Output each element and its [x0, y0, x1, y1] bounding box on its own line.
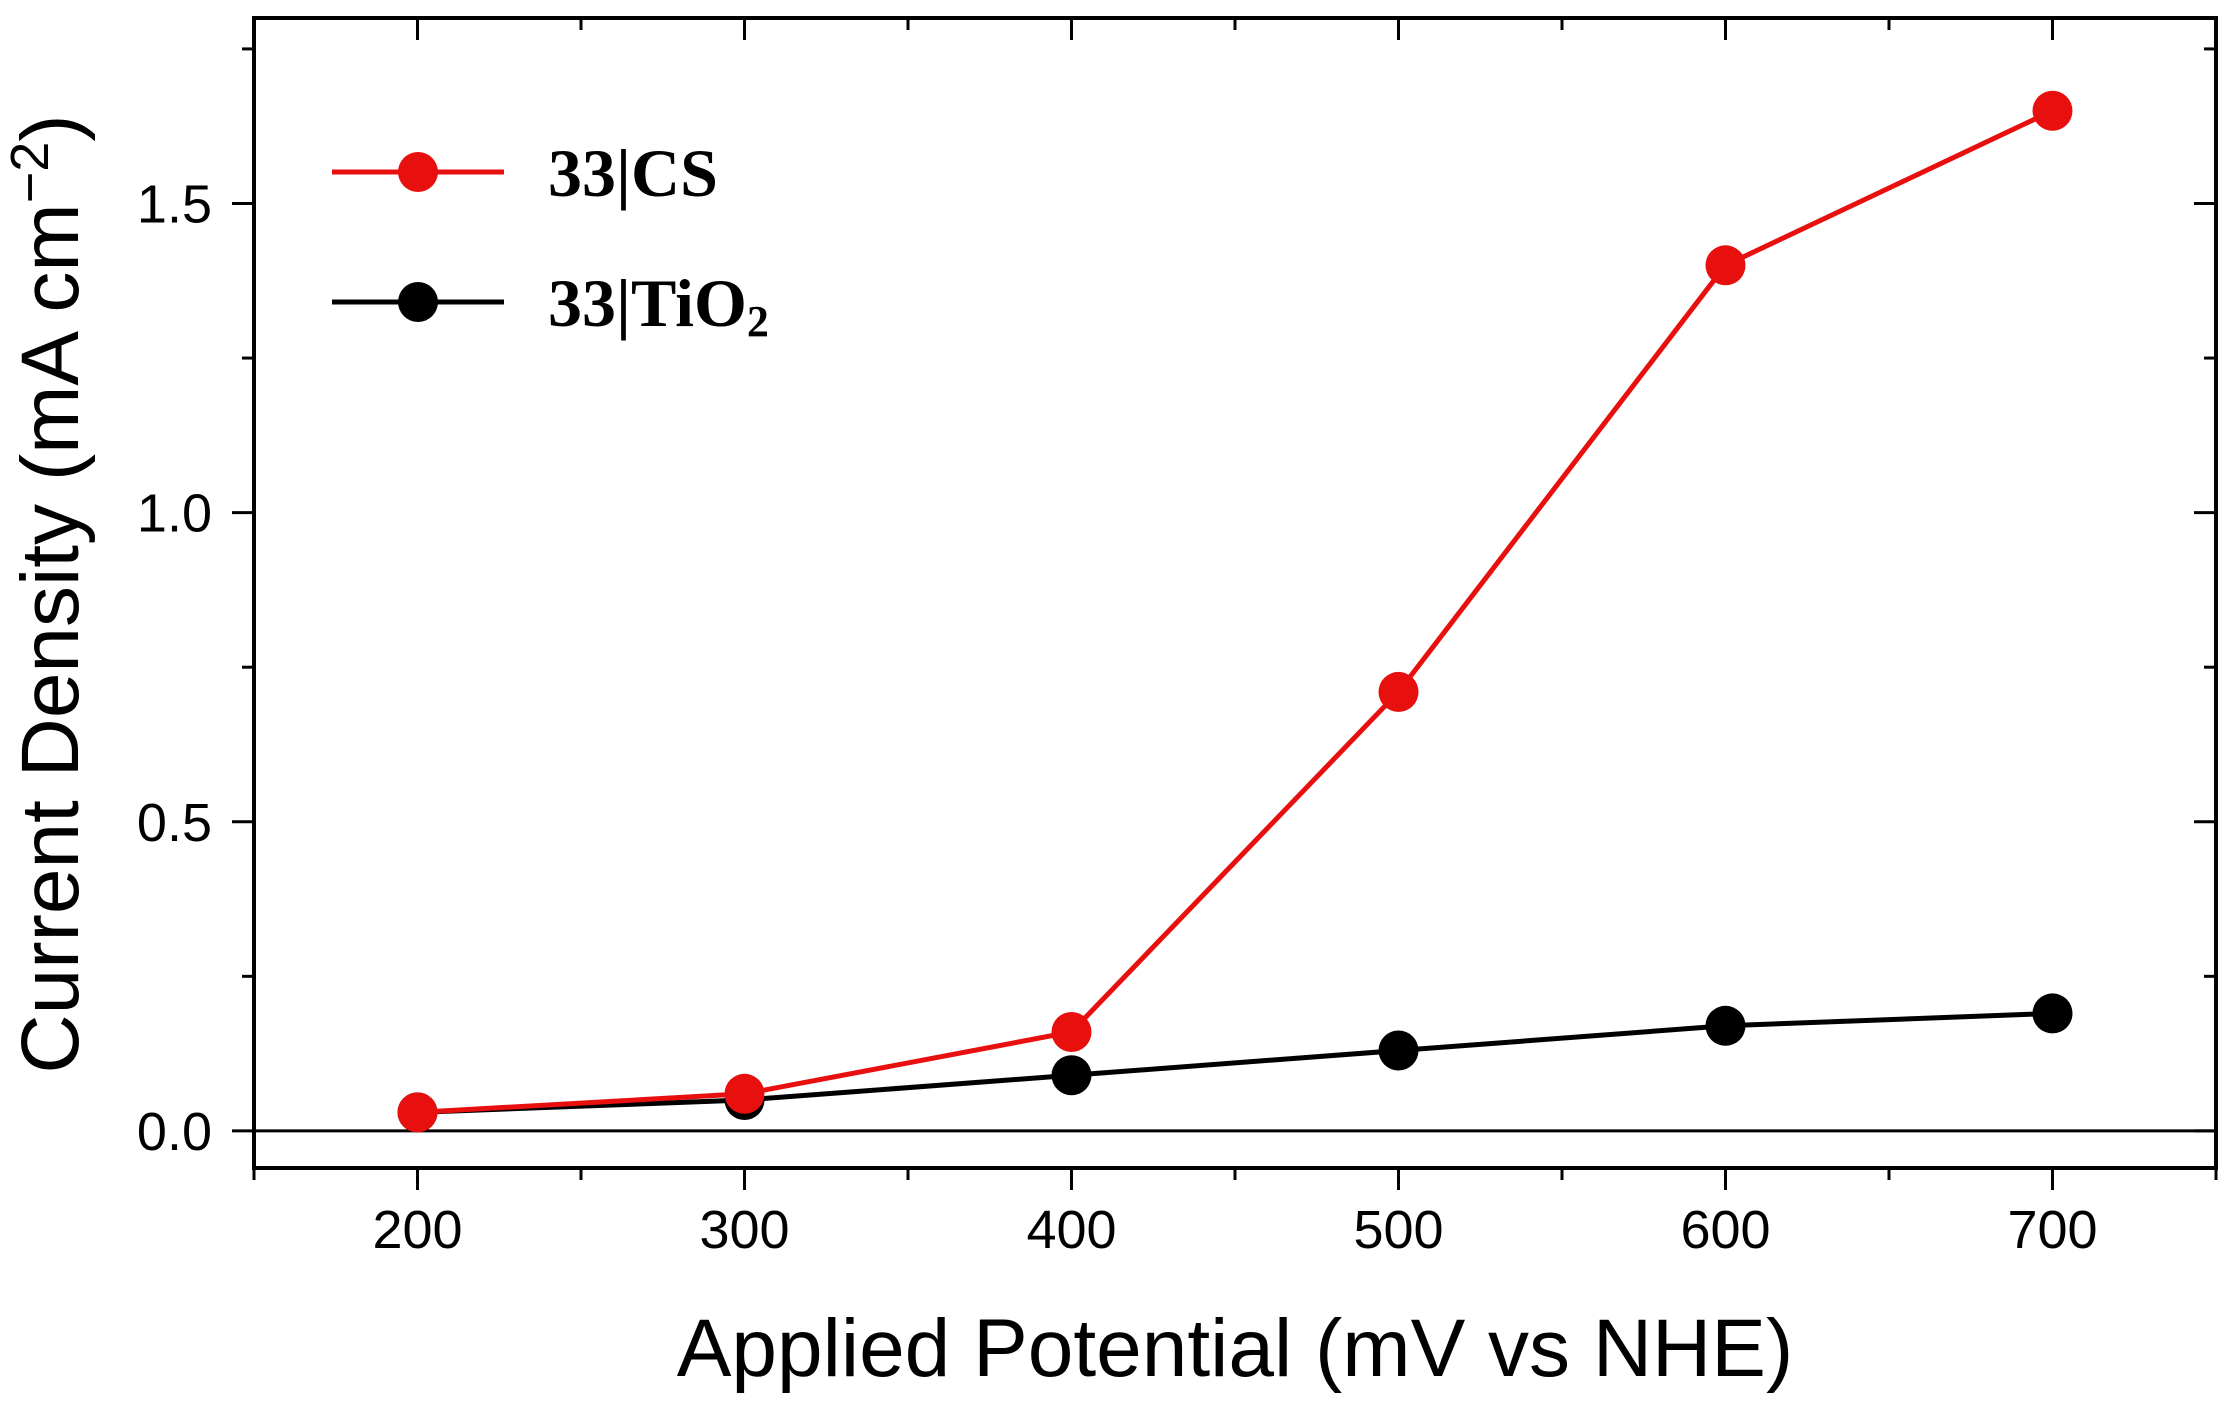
series-0-point [1705, 245, 1746, 286]
series-line-1 [417, 1010, 2053, 1115]
y-tick-label: 0.5 [137, 793, 212, 853]
y-axis-title-sup: −2 [0, 142, 60, 204]
y-tick-label: 1.0 [137, 484, 212, 544]
y-tick-label: 0.0 [137, 1102, 212, 1162]
legend-label-0: 33|CS [548, 135, 718, 211]
series-0-point [397, 1092, 438, 1133]
series-0-point [1051, 1011, 1092, 1052]
series-0-point [1378, 671, 1419, 712]
legend: 33|CS 33|TiO2 [332, 135, 769, 346]
y-axis-title: Current Density (mA cm−2) [0, 114, 96, 1073]
legend-label-1: 33|TiO2 [548, 265, 769, 346]
series-1-point [1378, 1030, 1419, 1071]
x-tick-label: 200 [372, 1200, 462, 1260]
x-axis-title: Applied Potential (mV vs NHE) [677, 1303, 1794, 1394]
series-1-point [1051, 1055, 1092, 1096]
y-tick-label: 1.5 [137, 174, 212, 234]
series-0-point [724, 1073, 765, 1114]
legend-marker-0 [398, 152, 438, 192]
legend-label-main: 33|CS [548, 135, 718, 211]
series-line-0 [417, 108, 2054, 1115]
x-tick-label: 300 [699, 1200, 789, 1260]
series-layer [397, 90, 2073, 1133]
y-axis-title-close: ) [5, 114, 96, 141]
legend-label-main: 33|TiO [548, 265, 747, 341]
y-ticks: 0.0 0.5 1.0 1.5 [137, 47, 2216, 1162]
x-tick-label: 600 [1680, 1200, 1770, 1260]
y-axis-title-main: Current Density (mA cm [5, 203, 96, 1073]
legend-label-sub: 2 [747, 297, 769, 346]
x-tick-label: 500 [1353, 1200, 1443, 1260]
series-0-point [2032, 90, 2073, 131]
x-ticks: 200 300 400 500 600 700 [252, 18, 2218, 1260]
series-1-point [2032, 993, 2073, 1034]
series-1-point [1705, 1005, 1746, 1046]
x-tick-label: 400 [1026, 1200, 1116, 1260]
x-tick-label: 700 [2007, 1200, 2097, 1260]
legend-marker-1 [398, 282, 438, 322]
